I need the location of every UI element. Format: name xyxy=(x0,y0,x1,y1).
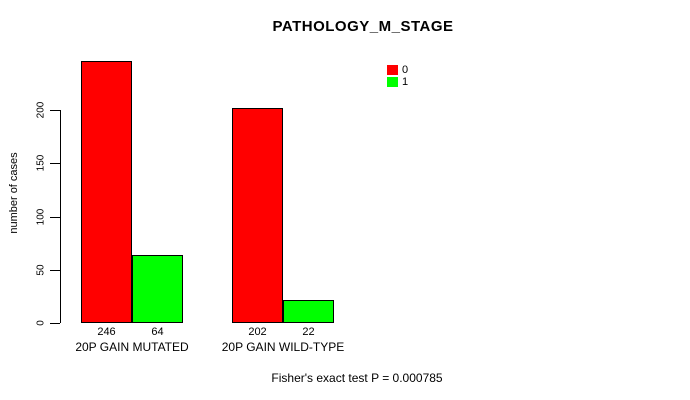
y-tick-label-50: 50 xyxy=(35,264,47,276)
footnote-fishers-test: Fisher's exact test P = 0.000785 xyxy=(271,371,443,385)
bar-0-20p-gain-wild-type xyxy=(232,108,283,323)
bar-value-label: 246 xyxy=(97,326,116,338)
legend-item-1: 1 xyxy=(387,76,408,88)
y-tick-200 xyxy=(50,110,60,111)
legend-label-0: 0 xyxy=(402,63,409,76)
y-tick-0 xyxy=(50,323,60,324)
bar-0-20p-gain-mutated xyxy=(81,61,132,323)
y-axis-label: number of cases xyxy=(8,152,20,234)
legend-swatch-0 xyxy=(387,65,398,75)
category-label-2: 20P GAIN WILD-TYPE xyxy=(221,340,345,354)
bar-value-label: 22 xyxy=(302,326,315,338)
legend-label-1: 1 xyxy=(402,75,409,88)
y-tick-label-150: 150 xyxy=(35,154,47,172)
bar-value-label: 202 xyxy=(248,326,267,338)
y-axis-line xyxy=(60,110,61,323)
y-tick-100 xyxy=(50,217,60,218)
category-label-1: 20P GAIN MUTATED xyxy=(75,340,189,354)
chart-title: PATHOLOGY_M_STAGE xyxy=(272,18,454,35)
bar-1-20p-gain-mutated xyxy=(132,255,183,323)
bar-1-20p-gain-wild-type xyxy=(283,300,334,323)
legend-swatch-1 xyxy=(387,77,398,87)
bar-value-label: 64 xyxy=(151,326,164,338)
legend-item-0: 0 xyxy=(387,64,408,76)
y-tick-label-100: 100 xyxy=(35,208,47,226)
y-tick-label-0: 0 xyxy=(35,320,47,326)
y-tick-50 xyxy=(50,270,60,271)
y-tick-label-200: 200 xyxy=(35,101,47,119)
y-tick-150 xyxy=(50,163,60,164)
